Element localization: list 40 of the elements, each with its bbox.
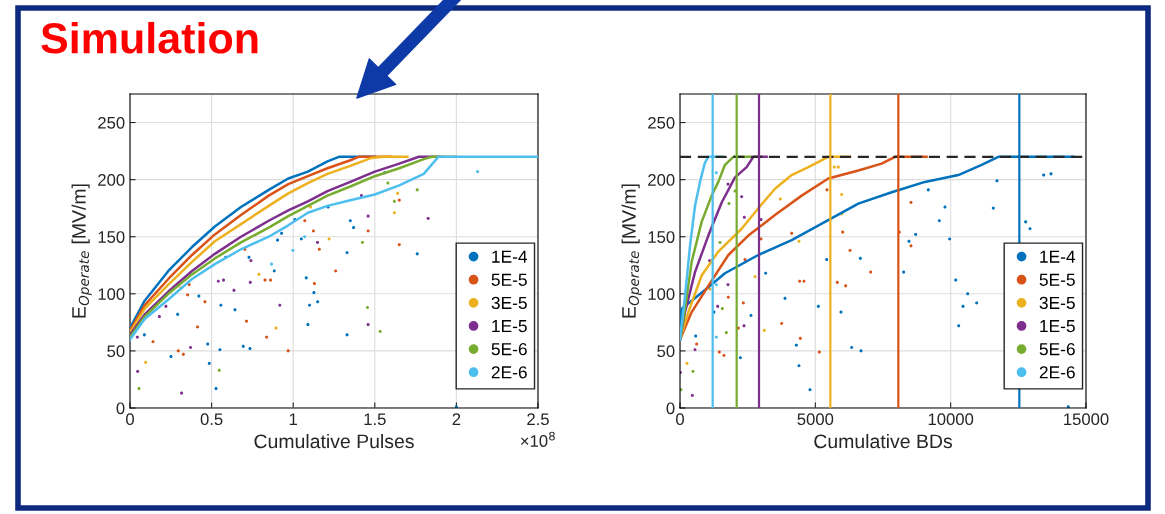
legend-label: 1E-4 — [1040, 250, 1076, 263]
y-axis-title: E$_{Operate}$ [MV/m] — [621, 184, 642, 318]
x-tick-label: 0 — [676, 413, 684, 426]
legend-label: 5E-6 — [1039, 343, 1075, 356]
legend-label: 5E-6 — [491, 343, 527, 356]
legend-label: 2E-6 — [491, 366, 527, 379]
legend-label: 3E-5 — [491, 296, 527, 310]
y-tick-label: 250 — [648, 116, 675, 129]
text: ×10$^{8}$ — [520, 431, 555, 447]
y-tick-label: 250 — [98, 116, 125, 129]
y-tick-label: 50 — [657, 345, 675, 358]
y-tick-label: 100 — [648, 288, 675, 301]
legend-label: 1E-5 — [492, 320, 527, 333]
legend-label: 2E-6 — [1039, 366, 1075, 379]
x-axis-title: Cumulative Pulses — [254, 433, 414, 449]
x-tick-label: 5000 — [797, 413, 834, 426]
x-tick-label: 0.5 — [200, 413, 223, 426]
y-tick-label: 100 — [98, 288, 125, 301]
legend-label: 5E-5 — [491, 273, 527, 286]
y-axis-title: E$_{Operate}$ [MV/m] — [71, 184, 92, 318]
legend-label: 5E-5 — [1039, 273, 1075, 286]
x-tick-label: 0 — [126, 413, 134, 426]
x-tick-label: 15000 — [1064, 413, 1109, 426]
y-tick-label: 50 — [107, 345, 125, 358]
x-tick-label: 1.5 — [364, 413, 386, 426]
legend-label: 1E-4 — [492, 250, 528, 263]
y-tick-label: 0 — [666, 402, 675, 415]
x-tick-label: 10000 — [928, 413, 974, 426]
x-tick-label: 1 — [289, 413, 298, 425]
y-tick-label: 150 — [648, 231, 675, 243]
x-tick-label: 2.5 — [527, 413, 549, 426]
legend-label: 1E-5 — [1040, 320, 1075, 333]
y-tick-label: 200 — [98, 174, 125, 186]
legend-label: 3E-5 — [1039, 296, 1075, 310]
y-tick-label: 150 — [98, 231, 125, 243]
x-tick-label: 2 — [452, 413, 461, 425]
y-tick-label: 200 — [648, 174, 675, 186]
chart-title: Simulation — [41, 21, 258, 54]
x-axis-title: Cumulative BDs — [814, 433, 952, 449]
y-tick-label: 0 — [116, 402, 125, 415]
